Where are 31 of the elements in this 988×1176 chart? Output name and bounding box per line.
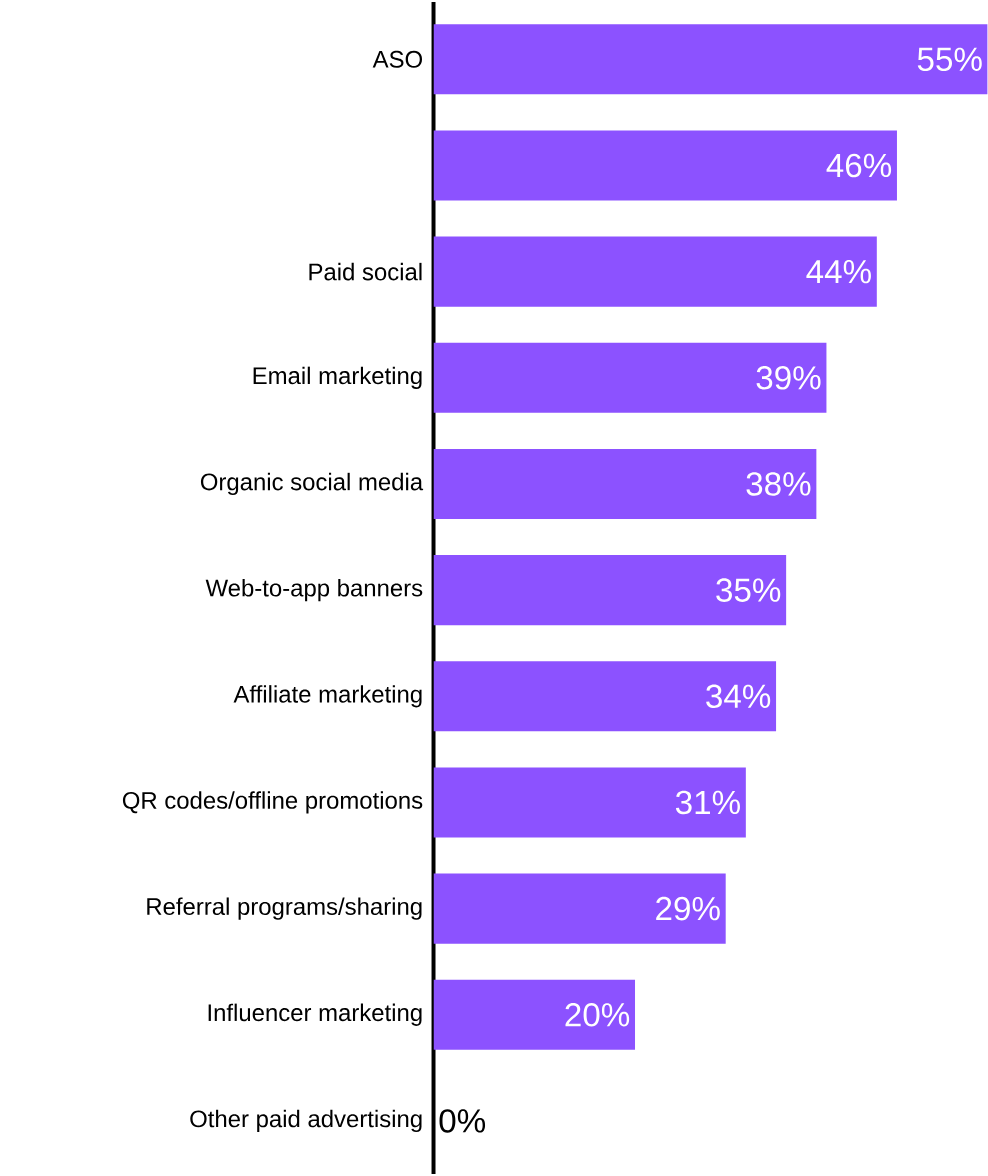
y-tick-label: Affiliate marketing	[233, 685, 422, 708]
data-label: 46%	[826, 153, 892, 178]
bar	[433, 555, 787, 626]
y-tick-label: Other paid advertising	[190, 1109, 422, 1133]
bar	[433, 448, 817, 519]
data-label: 29%	[656, 896, 720, 921]
data-label: 0%	[439, 1109, 486, 1133]
data-label: 38%	[746, 472, 811, 496]
bar	[433, 236, 877, 307]
y-tick-label: ASO	[372, 50, 423, 68]
bar	[433, 767, 747, 838]
data-label: 31%	[676, 790, 741, 815]
y-tick-label: QR codes/offline promotions	[123, 791, 423, 814]
bar	[433, 130, 898, 201]
data-label: 20%	[565, 1003, 630, 1027]
y-tick-label: Organic social media	[201, 472, 424, 496]
y-tick-label: Influencer marketing	[208, 1003, 422, 1026]
data-label: 34%	[706, 684, 771, 709]
data-label: 35%	[716, 578, 781, 602]
y-tick-label: Web-to-app banners	[205, 578, 423, 602]
data-label: 55%	[917, 47, 982, 72]
y-tick-label: Referral programs/sharing	[147, 897, 422, 920]
bar	[433, 979, 636, 1050]
bar	[433, 661, 777, 732]
y-tick-label: Email marketing	[253, 366, 422, 389]
bar	[433, 342, 827, 413]
data-label: 44%	[806, 260, 872, 284]
bar	[433, 24, 988, 95]
bar	[433, 873, 726, 944]
y-tick-label: Paid social	[309, 262, 422, 281]
data-label: 39%	[756, 366, 821, 390]
